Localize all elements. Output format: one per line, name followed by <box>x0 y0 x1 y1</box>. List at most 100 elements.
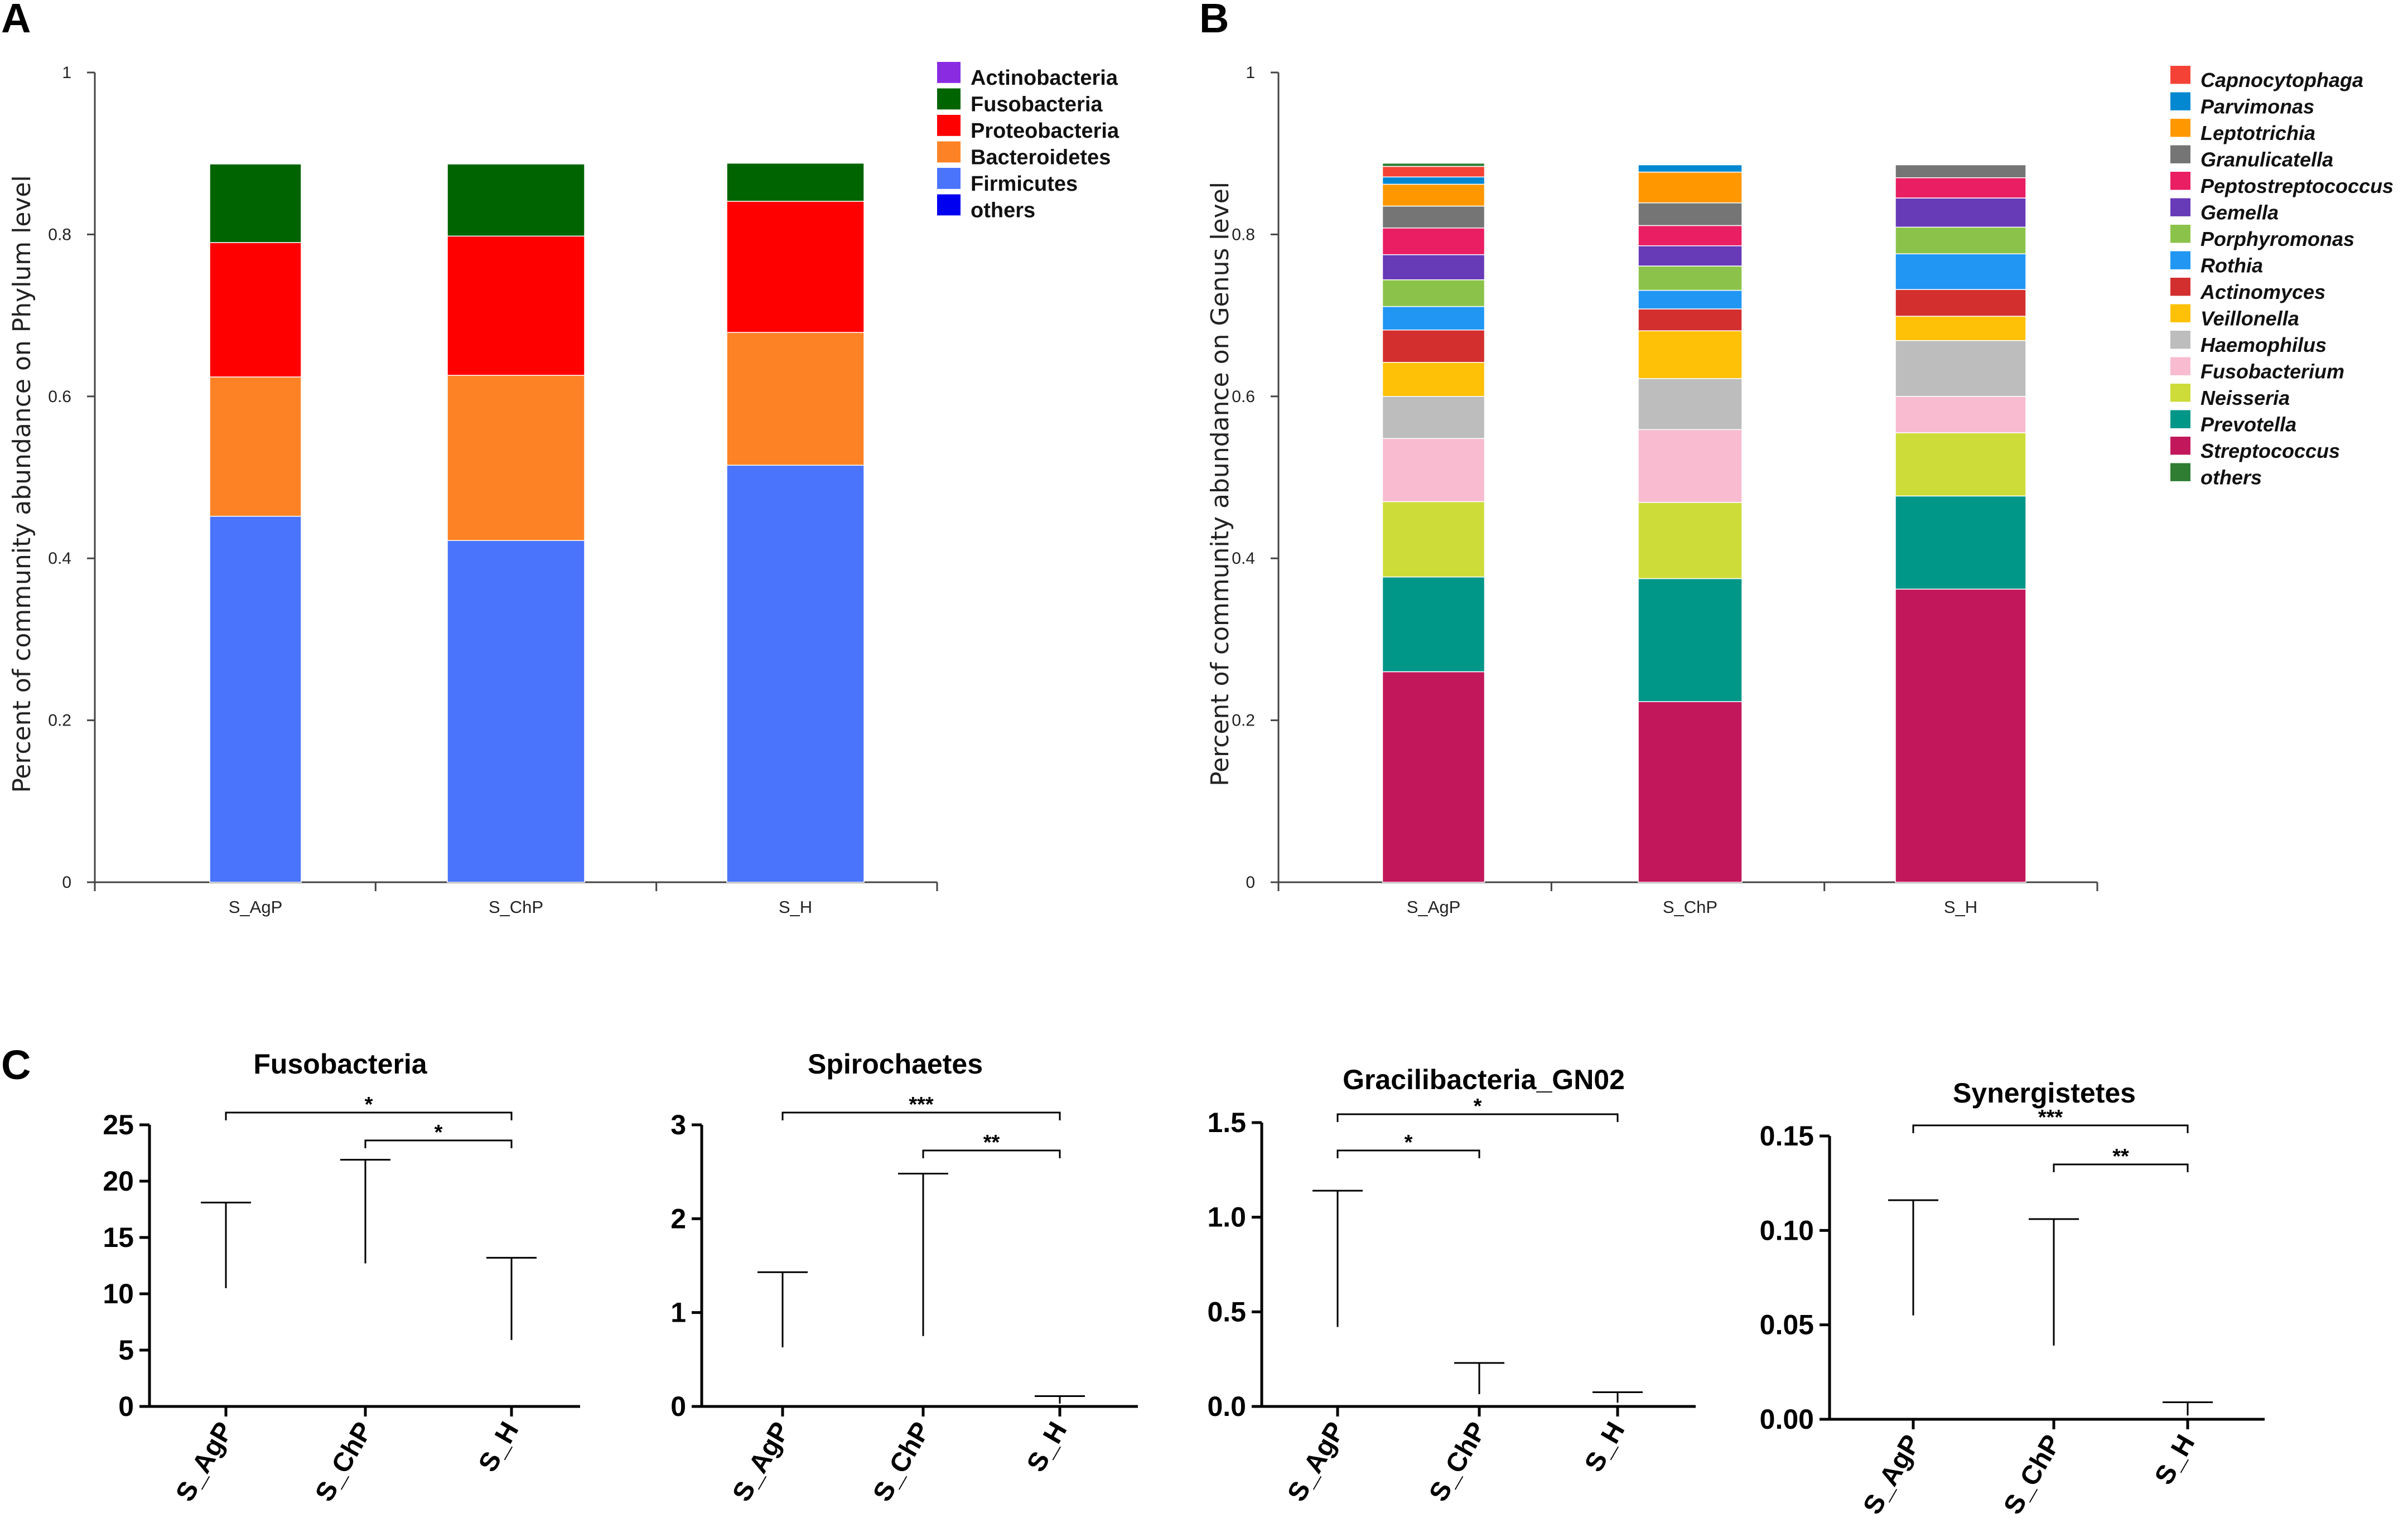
panel-label-a: A <box>1 0 31 41</box>
significance-bracket <box>2053 1163 2189 1172</box>
y-tick-label: 10 <box>103 1278 134 1309</box>
bar-segment-s-h-porphyromonas <box>1895 226 2026 254</box>
bar-segment-s-agp-veillonella <box>1382 362 1485 397</box>
significance-bracket <box>364 1139 513 1148</box>
legend-label-veillonella: Veillonella <box>2201 307 2299 330</box>
legend-swatch-bacteroidetes <box>937 141 961 163</box>
bar-segment-s-h-gemella <box>1895 197 2026 228</box>
y-tick-label: 0.00 <box>1760 1404 1814 1435</box>
legend-swatch-capnocytophaga <box>2170 66 2190 84</box>
significance-bracket <box>781 1111 1061 1120</box>
chart-fusobacteria: Fusobacteria 0 5 10 15 20 25 S_AgP S_ChP S_H * * <box>103 1048 580 1506</box>
legend-swatch-others <box>937 194 961 216</box>
significance-label: *** <box>909 1093 934 1116</box>
bar-segment-s-agp-proteobacteria <box>209 242 302 378</box>
bar-segment-s-h-prevotella <box>1895 495 2026 590</box>
bar-segment-s-h-firmicutes <box>726 465 865 883</box>
y-tick-label: 5 <box>118 1335 134 1366</box>
significance-label: * <box>435 1121 443 1144</box>
bar-segment-s-agp-haemophilus <box>1382 396 1485 439</box>
legend-swatch-proteobacteria <box>937 115 961 136</box>
bar-segment-s-h-fusobacteria <box>726 162 865 202</box>
chart-phylum-stacked: 0 0.2 0.4 0.6 0.8 1 Percent of community abund… <box>8 62 1119 917</box>
legend-swatch-prevotella <box>2170 410 2190 428</box>
chart-gracilibacteria: Gracilibacteria_GN02 0.0 0.5 1.0 1.5 S_AgP S_C… <box>1207 1064 1696 1506</box>
x-category-label: S_AgP <box>1857 1430 1926 1519</box>
x-category-label: S_H <box>2149 1430 2201 1490</box>
legend-swatch-fusobacteria <box>937 88 961 110</box>
bar-segment-s-agp-streptococcus <box>1382 671 1485 883</box>
bar-segment-s-chp-haemophilus <box>1638 378 1743 431</box>
y-tick-label: 0.15 <box>1760 1120 1814 1152</box>
x-category-label: S_ChP <box>1998 1430 2067 1519</box>
x-category-label: S_ChP <box>867 1417 936 1506</box>
y-tick-label: 1.0 <box>1207 1202 1246 1233</box>
chart-title: Spirochaetes <box>808 1048 983 1080</box>
y-tick-label: 0.2 <box>48 712 71 730</box>
x-category-label: S_AgP <box>229 897 283 917</box>
y-tick-label: 0.4 <box>1232 549 1255 568</box>
panel-label-c: C <box>1 1042 31 1088</box>
legend-swatch-porphyromonas <box>2170 225 2190 243</box>
legend-label-granulicatella: Granulicatella <box>2201 148 2333 171</box>
legend-label-prevotella: Prevotella <box>2201 413 2296 436</box>
bar-segment-s-agp-others <box>1382 162 1485 167</box>
y-tick-label: 0 <box>1246 873 1255 892</box>
bar-segment-s-chp-proteobacteria <box>447 235 585 376</box>
y-tick-label: 20 <box>103 1166 134 1197</box>
bar-segment-s-chp-parvimonas <box>1638 164 1743 173</box>
bar-segment-s-agp-capnocytophaga <box>1382 166 1485 178</box>
y-tick-label: 1 <box>1246 64 1255 82</box>
bar-segment-s-h-fusobacterium <box>1895 396 2026 433</box>
legend-swatch-actinomyces <box>2170 278 2190 296</box>
bar-segment-s-h-actinomyces <box>1895 289 2026 317</box>
bar-segment-s-chp-streptococcus <box>1638 701 1743 883</box>
significance-label: * <box>1474 1095 1482 1118</box>
legend-label-capnocytophaga: Capnocytophaga <box>2201 69 2363 91</box>
significance-label: * <box>365 1093 373 1116</box>
y-tick-label: 15 <box>103 1222 134 1253</box>
bar-segment-s-agp-fusobacteria <box>209 163 302 243</box>
chart-genus-stacked: 0 0.2 0.4 0.6 0.8 1 Percent of community abund… <box>1206 64 2393 917</box>
legend-label-actinobacteria: Actinobacteria <box>971 66 1118 90</box>
legend-label-peptostreptococcus: Peptostreptococcus <box>2201 175 2393 197</box>
bar-segment-s-agp-firmicutes <box>209 515 302 883</box>
bar-segment-s-chp-fusobacteria <box>447 163 585 237</box>
y-tick-label: 0.4 <box>48 549 71 568</box>
bar-segment-s-h-proteobacteria <box>726 201 865 333</box>
bar-segment-s-agp-bacteroidetes <box>209 376 302 517</box>
x-category-label: S_H <box>1944 897 1977 917</box>
bar-segment-s-h-streptococcus <box>1895 588 2026 883</box>
y-axis-label: Percent of community abundance on Genus … <box>1206 182 1234 786</box>
legend-swatch-haemophilus <box>2170 331 2190 349</box>
bar-segment-s-chp-actinomyces <box>1638 308 1743 331</box>
legend-label-gemella: Gemella <box>2201 201 2279 224</box>
bar-segment-s-agp-actinomyces <box>1382 329 1485 363</box>
bar-segment-s-chp-porphyromonas <box>1638 265 1743 291</box>
legend-swatch-peptostreptococcus <box>2170 172 2190 190</box>
legend-label-streptococcus: Streptococcus <box>2201 439 2340 462</box>
significance-bracket <box>225 1111 513 1120</box>
bar-segment-s-chp-granulicatella <box>1638 202 1743 226</box>
y-tick-label: 0 <box>670 1391 686 1422</box>
bar-segment-s-chp-bacteroidetes <box>447 375 585 541</box>
bar-segment-s-chp-gemella <box>1638 245 1743 267</box>
bar-segment-s-h-haemophilus <box>1895 340 2026 397</box>
x-category-label: S_AgP <box>1407 897 1461 917</box>
bar-segment-s-h-bacteroidetes <box>726 332 865 466</box>
bar-segment-s-h-rothia <box>1895 253 2026 290</box>
legend-label-proteobacteria: Proteobacteria <box>971 119 1119 143</box>
y-tick-label: 1 <box>670 1297 686 1328</box>
legend-swatch-fusobacterium <box>2170 357 2190 375</box>
y-tick-label: 0.8 <box>48 225 71 244</box>
x-category-label: S_ChP <box>489 897 543 917</box>
bar-segment-s-agp-prevotella <box>1382 576 1485 673</box>
bar-segment-s-chp-leptotrichia <box>1638 171 1743 204</box>
bar-segment-s-chp-veillonella <box>1638 330 1743 379</box>
legend-label-bacteroidetes: Bacteroidetes <box>971 146 1111 170</box>
y-tick-label: 3 <box>670 1109 686 1140</box>
significance-label: ** <box>2112 1145 2129 1168</box>
y-tick-label: 0 <box>118 1391 134 1422</box>
y-tick-label: 0.10 <box>1760 1215 1814 1246</box>
significance-bracket <box>1336 1149 1480 1158</box>
